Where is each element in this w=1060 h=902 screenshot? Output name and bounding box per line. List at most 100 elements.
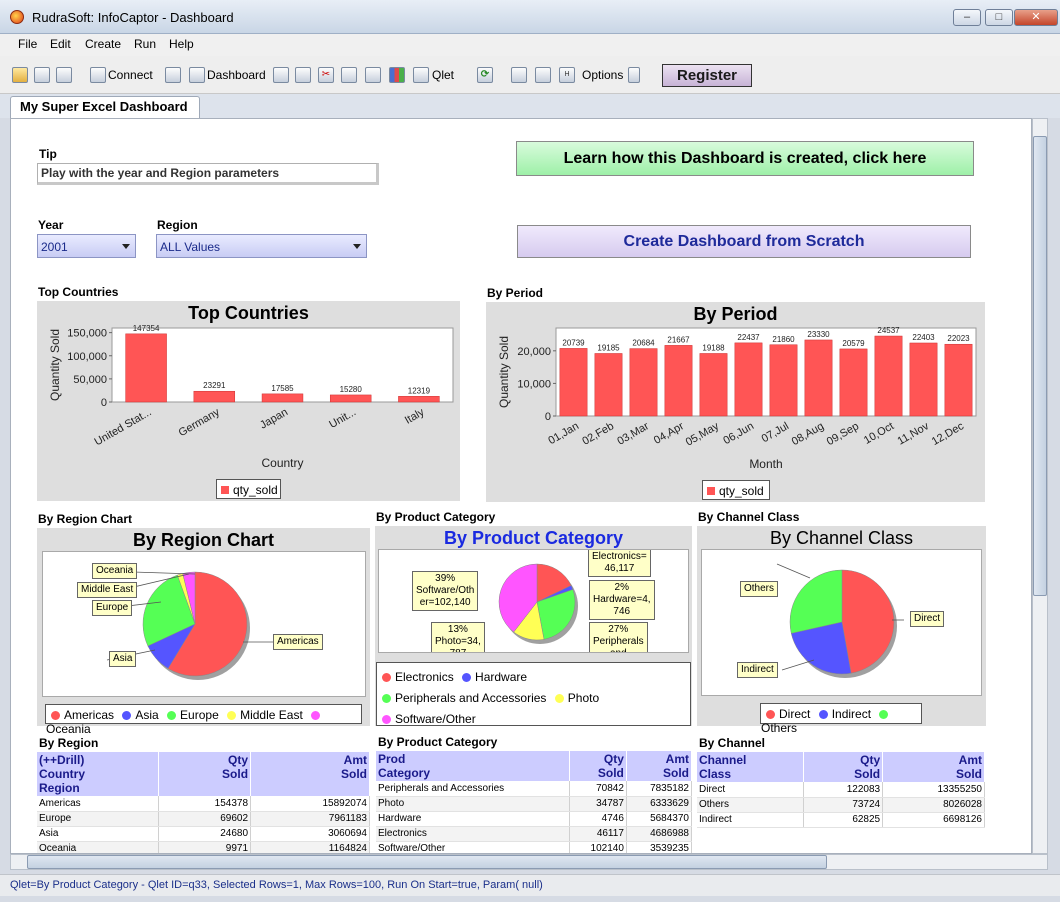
table-row[interactable]: Electronics 46117 4686988 <box>376 826 692 842</box>
by-product-category-pie-chart[interactable]: By Product Category Electronics= 46,117 … <box>375 526 692 726</box>
save-all-icon[interactable] <box>56 67 72 83</box>
y-axis-label: Quantity Sold <box>48 329 62 401</box>
year-dropdown[interactable]: 2001 <box>37 234 136 258</box>
product-legend: Electronics Hardware Peripherals and Acc… <box>376 662 691 726</box>
by-channel-class-pie-chart[interactable]: By Channel Class Others Direct Indirect … <box>697 526 986 735</box>
table-icon[interactable] <box>341 67 357 83</box>
refresh-icon[interactable]: ⟳ <box>477 67 493 83</box>
table-row[interactable]: Oceania 9971 1164824 <box>37 841 370 853</box>
menu-bar <box>0 34 1060 56</box>
minimize-button[interactable]: – <box>953 9 981 26</box>
vertical-scroll-thumb[interactable] <box>1033 136 1047 596</box>
pie-plot-area: Others Direct Indirect <box>701 549 982 696</box>
table-row[interactable]: Indirect 62825 6698126 <box>697 812 985 828</box>
maximize-button[interactable]: □ <box>985 9 1013 26</box>
menu-create[interactable]: Create <box>85 37 122 51</box>
register-button[interactable]: Register <box>662 64 752 87</box>
menu-run[interactable]: Run <box>134 37 157 51</box>
connect-button[interactable]: Connect <box>108 68 153 82</box>
region-dropdown[interactable]: ALL Values <box>156 234 367 258</box>
x-tick-label: 02,Feb <box>580 420 616 448</box>
close-button[interactable]: ✕ <box>1014 9 1058 26</box>
column-header[interactable]: Amt Sold <box>250 752 370 796</box>
print-icon[interactable] <box>511 67 527 83</box>
tab-my-super-excel-dashboard[interactable]: My Super Excel Dashboard <box>10 96 200 118</box>
column-header[interactable]: Qty Sold <box>803 752 884 782</box>
y-tick-label: 150,000 <box>67 328 107 340</box>
table-row[interactable]: Hardware 4746 5684370 <box>376 811 692 827</box>
table-row[interactable]: Software/Other 102140 3539235 <box>376 841 692 853</box>
legend-swatch <box>221 486 229 494</box>
by-channel-table[interactable]: Channel Class Qty Sold Amt Sold Direct 12208… <box>697 752 985 853</box>
table-row[interactable]: Others 73724 8026028 <box>697 797 985 813</box>
cut-icon[interactable]: ✂ <box>318 67 334 83</box>
options-button[interactable]: Options <box>582 68 624 82</box>
column-header[interactable]: (++Drill) Country Region <box>37 752 159 796</box>
x-tick-label: 06,Jun <box>721 420 756 447</box>
table-row[interactable]: Photo 34787 6333629 <box>376 796 692 812</box>
comment-icon[interactable] <box>365 67 381 83</box>
data-label: 22437 <box>737 333 760 342</box>
qlet-icon[interactable] <box>413 67 429 83</box>
title-bar[interactable] <box>0 0 1060 34</box>
dashboard-icon[interactable] <box>189 67 205 83</box>
by-region-chart-label: By Region Chart <box>38 512 133 526</box>
y-tick-label: 100,000 <box>67 351 107 363</box>
legend-label: Europe <box>180 708 219 722</box>
create-dashboard-button[interactable]: Create Dashboard from Scratch <box>517 225 971 258</box>
column-header[interactable]: Amt Sold <box>626 751 692 781</box>
new-dashboard-icon[interactable] <box>165 67 181 83</box>
table-row[interactable]: Europe 69602 7961183 <box>37 811 370 827</box>
open-folder-icon[interactable] <box>12 67 28 83</box>
x-tick-label: Japan <box>258 406 290 431</box>
table-cell: 1164824 <box>250 841 370 853</box>
table-cell: Others <box>697 797 805 813</box>
connect-icon[interactable] <box>90 67 106 83</box>
pie-slice <box>167 571 248 677</box>
save-icon[interactable] <box>34 67 50 83</box>
legend-dot <box>554 694 564 703</box>
window-title: RudraSoft: InfoCaptor - Dashboard <box>32 10 234 25</box>
data-label: 20684 <box>632 339 655 348</box>
region-legend: Americas Asia Europe Middle East Oceania <box>45 704 362 736</box>
bar <box>329 394 372 403</box>
by-period-chart[interactable]: By Period 20,000 10,000 0 20739 01,Jan 19185 0… <box>486 302 985 502</box>
by-region-pie-chart[interactable]: By Region Chart Americas Asia Europe Mid… <box>37 528 370 736</box>
year-value: 2001 <box>41 240 68 254</box>
menu-file[interactable]: File <box>18 37 38 51</box>
table-row[interactable]: Direct 122083 13355250 <box>697 782 985 798</box>
html-icon[interactable]: H <box>559 67 575 83</box>
top-countries-chart[interactable]: Top Countries 150,000 100,000 50,000 0 14735… <box>37 301 460 501</box>
menu-help[interactable]: Help <box>169 37 194 51</box>
table-row[interactable]: Peripherals and Accessories 70842 7835182 <box>376 781 692 797</box>
column-header[interactable]: Channel Class <box>697 752 805 782</box>
legend-swatch <box>707 487 715 495</box>
column-header[interactable]: Qty Sold <box>158 752 252 796</box>
by-region-table[interactable]: (++Drill) Country Region Qty Sold Amt Sold… <box>37 752 370 853</box>
x-tick-label: Unit... <box>327 406 358 431</box>
pdf-icon[interactable] <box>535 67 551 83</box>
chart-icon[interactable] <box>389 67 405 83</box>
column-header[interactable]: Qty Sold <box>569 751 627 781</box>
add-icon[interactable] <box>273 67 289 83</box>
column-header[interactable]: Amt Sold <box>882 752 985 782</box>
tree-icon[interactable] <box>628 67 640 83</box>
column-header[interactable]: Prod Category <box>376 751 571 781</box>
copy-icon[interactable] <box>295 67 311 83</box>
y-tick-label: 20,000 <box>517 346 551 358</box>
y-tick-label: 0 <box>545 411 551 423</box>
table-row[interactable]: Asia 24680 3060694 <box>37 826 370 842</box>
by-product-category-table[interactable]: Prod Category Qty Sold Amt Sold Peripherals… <box>376 751 692 853</box>
bar <box>874 335 903 417</box>
dashboard-button[interactable]: Dashboard <box>207 68 266 82</box>
chart-title: By Channel Class <box>769 528 914 548</box>
legend-dot <box>51 711 60 720</box>
table-row[interactable]: Americas 154378 15892074 <box>37 796 370 812</box>
table-cell: 154378 <box>158 796 252 812</box>
horizontal-scroll-thumb[interactable] <box>27 855 827 869</box>
learn-dashboard-button[interactable]: Learn how this Dashboard is created, cli… <box>516 141 974 176</box>
x-axis-label: Country <box>261 456 303 470</box>
qlet-button[interactable]: Qlet <box>432 68 455 82</box>
menu-edit[interactable]: Edit <box>50 37 71 51</box>
table-cell: 13355250 <box>882 782 985 798</box>
